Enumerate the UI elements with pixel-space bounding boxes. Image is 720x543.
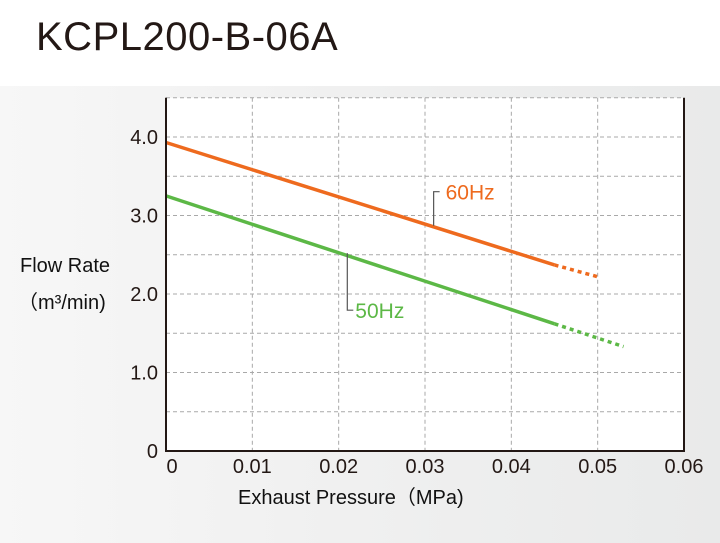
series-50hz-solid-line (165, 194, 556, 326)
x-axis-label: Exhaust Pressure（MPa) (238, 486, 464, 509)
series-60hz-leader-line (433, 191, 440, 226)
series-60hz-label: 60Hz (446, 182, 495, 205)
series-60hz-solid-line (165, 140, 556, 267)
x-tick-label: 0.06 (665, 456, 704, 478)
series-layer: 60Hz 50Hz (165, 140, 625, 349)
x-tick-label: 0.01 (233, 456, 272, 478)
x-tick-label: 0.04 (492, 456, 531, 478)
y-tick-label: 2.0 (130, 284, 158, 306)
x-tick-label: 0.02 (319, 456, 358, 478)
y-axis-label-line1: Flow Rate (20, 255, 110, 277)
x-tick-label: 0 (166, 456, 177, 478)
y-axis-label-line2: （m³/min) (18, 291, 106, 314)
y-tick-label: 1.0 (130, 363, 158, 385)
series-50hz-label: 50Hz (355, 300, 404, 323)
x-tick-label: 0.05 (578, 456, 617, 478)
grid-lines (166, 97, 684, 451)
chart-title: KCPL200-B-06A (36, 15, 339, 59)
series-50hz-leader-line (346, 253, 354, 311)
x-tick-label: 0.03 (406, 456, 445, 478)
axes (165, 97, 685, 452)
y-tick-label: 4.0 (130, 127, 158, 149)
tick-labels: 0 1.0 2.0 3.0 4.0 0 0.01 0.02 0.03 0.04 0.05 0.06 (130, 127, 703, 478)
y-tick-label: 3.0 (130, 206, 158, 228)
y-tick-label: 0 (147, 441, 158, 463)
